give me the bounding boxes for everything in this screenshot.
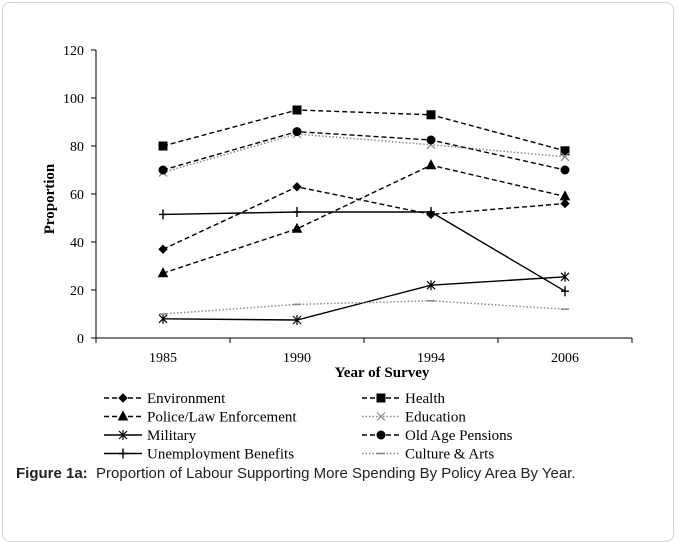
x-tick-label: 1994 [417,351,445,366]
legend-item-police-law-enforcement: Police/Law Enforcement [104,410,297,426]
data-point-environment [292,182,302,192]
legend-label: Environment [147,391,226,407]
y-tick-label: 0 [77,332,84,347]
series-line-health [162,109,566,152]
data-point-police-law-enforcement [425,159,437,170]
data-point-old-age-pensions [292,127,302,137]
y-tick-label: 100 [63,92,84,107]
chart-legend: Environment Health Police/Law Enforcement E… [104,391,513,460]
legend-swatch-marker [118,393,128,403]
legend-label: Education [405,410,466,426]
legend-item-culture-arts: Culture & Arts [362,447,494,461]
series-line-education [162,133,566,174]
data-point-old-age-pensions [158,165,168,175]
series-old-age-pensions [158,127,570,175]
data-point-health [426,110,436,120]
legend-item-old-age-pensions: Old Age Pensions [362,428,513,444]
data-point-old-age-pensions [426,135,436,145]
data-point-police-law-enforcement [559,190,571,201]
y-tick-label: 60 [70,188,84,203]
data-point-unemployment-benefits [293,207,301,217]
series-line-unemployment-benefits [162,211,566,292]
data-point-environment [158,244,168,254]
y-tick-label: 120 [63,44,84,59]
series-unemployment-benefits [159,207,569,297]
data-point-police-law-enforcement [157,267,169,278]
y-tick-label: 80 [70,140,84,155]
legend-swatch-marker [376,412,386,421]
legend-swatch-marker [376,430,386,440]
y-axis-title: Proportion [42,163,58,234]
legend-label: Military [147,428,197,444]
data-point-education [560,152,570,162]
y-tick-label: 40 [70,236,84,251]
legend-label: Police/Law Enforcement [147,410,297,426]
legend-swatch-marker [118,430,128,440]
series-health [158,105,570,156]
data-point-unemployment-benefits [427,207,435,217]
data-point-health [292,105,302,115]
legend-item-health: Health [362,391,445,407]
legend-label: Unemployment Benefits [147,447,294,461]
data-point-unemployment-benefits [159,209,167,220]
x-tick-label: 1990 [283,351,311,366]
series-police-law-enforcement [157,159,571,278]
series-culture-arts [159,300,569,315]
series-line-military [162,276,566,321]
x-axis-title: Year of Survey [335,365,430,381]
legend-swatch-marker [119,448,127,459]
x-tick-label: 2006 [551,351,579,366]
chart-series [157,105,571,325]
legend-item-unemployment-benefits: Unemployment Benefits [104,447,294,461]
data-point-military [426,280,436,291]
data-point-military [158,313,168,324]
series-environment [158,182,570,254]
data-point-health [560,146,570,156]
data-point-health [158,141,168,151]
series-military [158,271,570,325]
series-line-environment [162,186,566,250]
data-point-police-law-enforcement [291,222,303,233]
series-line-culture-arts [162,300,566,315]
legend-label: Old Age Pensions [405,428,513,444]
series-line-police-law-enforcement [162,164,566,274]
legend-item-education: Education [362,410,466,426]
legend-item-environment: Environment [104,391,226,407]
chart-axes: 0 20 40 60 80 100 120 1985 1990 1994 2006 Year of S… [42,44,633,381]
x-tick-label: 1985 [149,351,177,366]
line-chart: 0 20 40 60 80 100 120 1985 1990 1994 2006 Year of S… [42,44,633,460]
y-tick-label: 20 [70,284,84,299]
legend-item-military: Military [104,428,197,444]
legend-swatch-marker [117,410,129,421]
data-point-old-age-pensions [560,165,570,175]
data-point-unemployment-benefits [561,286,569,297]
legend-label: Health [405,391,445,407]
caption-text: Proportion of Labour Supporting More Spe… [96,465,576,482]
data-point-military [560,271,570,282]
data-point-military [292,315,302,325]
legend-label: Culture & Arts [405,447,494,461]
data-point-environment [560,198,570,209]
caption-label: Figure 1a: [16,465,88,482]
legend-swatch-marker [376,393,386,403]
figure-caption: Figure 1a: Proportion of Labour Supporti… [16,464,666,484]
